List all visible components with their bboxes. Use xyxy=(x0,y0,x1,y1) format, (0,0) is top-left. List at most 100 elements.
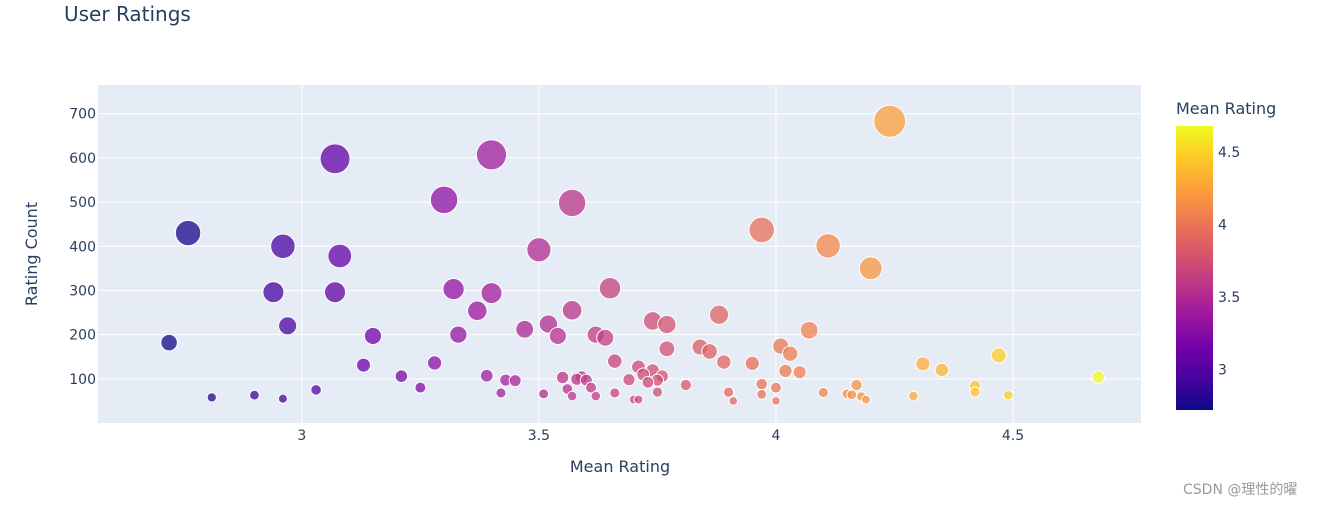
colorbar-tick-label: 4.5 xyxy=(1218,145,1240,161)
data-point[interactable] xyxy=(915,356,931,372)
data-point[interactable] xyxy=(262,281,285,304)
data-point[interactable] xyxy=(557,188,587,218)
y-tick-label: 200 xyxy=(69,328,96,344)
data-point[interactable] xyxy=(708,304,730,325)
watermark: CSDN @理性的曜 xyxy=(1183,482,1298,498)
data-point[interactable] xyxy=(1091,370,1106,384)
data-point[interactable] xyxy=(566,390,578,402)
data-point[interactable] xyxy=(769,381,782,394)
data-point[interactable] xyxy=(555,370,570,385)
data-point[interactable] xyxy=(590,390,602,402)
data-point[interactable] xyxy=(442,277,465,301)
data-point[interactable] xyxy=(744,355,760,371)
data-point[interactable] xyxy=(449,325,468,344)
y-tick-label: 300 xyxy=(69,283,96,299)
data-point[interactable] xyxy=(480,282,503,305)
data-point[interactable] xyxy=(651,386,664,398)
data-point[interactable] xyxy=(277,393,288,404)
data-point[interactable] xyxy=(479,368,494,383)
data-point[interactable] xyxy=(658,340,676,358)
data-point[interactable] xyxy=(990,347,1007,364)
data-point[interactable] xyxy=(778,363,793,379)
data-point[interactable] xyxy=(355,357,372,373)
data-point[interactable] xyxy=(495,387,507,399)
data-point[interactable] xyxy=(934,362,950,378)
data-point[interactable] xyxy=(319,143,351,175)
y-tick-labels: 100 200 300 400 500 600 700 xyxy=(69,107,96,388)
data-point[interactable] xyxy=(475,139,508,171)
data-point[interactable] xyxy=(324,281,347,304)
data-point[interactable] xyxy=(270,233,296,260)
data-point[interactable] xyxy=(748,216,776,244)
data-point[interactable] xyxy=(633,394,644,405)
data-point[interactable] xyxy=(327,243,353,269)
data-point[interactable] xyxy=(679,378,693,392)
data-point[interactable] xyxy=(515,319,535,339)
data-point[interactable] xyxy=(467,300,488,322)
data-point[interactable] xyxy=(538,388,550,400)
data-point[interactable] xyxy=(206,392,217,403)
data-point[interactable] xyxy=(526,237,552,263)
data-point[interactable] xyxy=(716,354,732,370)
data-point[interactable] xyxy=(622,373,636,387)
data-point[interactable] xyxy=(429,185,459,215)
data-points xyxy=(160,104,1106,406)
data-point[interactable] xyxy=(426,355,443,371)
data-point[interactable] xyxy=(561,300,583,321)
data-point[interactable] xyxy=(850,378,863,392)
data-point[interactable] xyxy=(861,394,871,405)
data-point[interactable] xyxy=(508,374,522,388)
x-tick-label: 4 xyxy=(771,428,780,444)
plot-background xyxy=(98,85,1141,423)
data-point[interactable] xyxy=(873,104,907,138)
data-point[interactable] xyxy=(858,256,883,281)
data-point[interactable] xyxy=(249,389,260,401)
chart-title: User Ratings xyxy=(64,2,191,26)
x-axis-label: Mean Rating xyxy=(570,457,670,476)
data-point[interactable] xyxy=(969,386,981,398)
data-point[interactable] xyxy=(792,365,807,380)
data-point[interactable] xyxy=(846,389,858,401)
data-point[interactable] xyxy=(394,369,409,383)
data-point[interactable] xyxy=(598,277,622,300)
y-tick-label: 500 xyxy=(69,195,96,211)
data-point[interactable] xyxy=(728,396,739,406)
data-point[interactable] xyxy=(414,381,427,394)
x-tick-label: 4.5 xyxy=(1002,428,1024,444)
y-tick-label: 100 xyxy=(69,372,96,388)
data-point[interactable] xyxy=(799,320,819,340)
colorbar-tick-labels: 3 3.5 4 4.5 xyxy=(1218,145,1240,378)
data-point[interactable] xyxy=(160,333,178,352)
data-point[interactable] xyxy=(756,388,768,400)
data-point[interactable] xyxy=(363,326,383,346)
data-point[interactable] xyxy=(755,377,768,391)
y-axis-label: Rating Count xyxy=(22,202,41,306)
x-tick-labels: 3 3.5 4 4.5 xyxy=(297,428,1024,444)
data-point[interactable] xyxy=(310,384,322,396)
data-point[interactable] xyxy=(908,390,919,402)
x-tick-label: 3 xyxy=(297,428,306,444)
colorbar-tick-label: 4 xyxy=(1218,218,1227,234)
y-tick-label: 400 xyxy=(69,239,96,255)
colorbar xyxy=(1176,126,1213,410)
data-point[interactable] xyxy=(817,386,829,399)
data-point[interactable] xyxy=(771,396,781,406)
data-point[interactable] xyxy=(596,328,615,347)
data-point[interactable] xyxy=(609,387,621,399)
data-point[interactable] xyxy=(815,233,841,259)
data-point[interactable] xyxy=(641,375,655,389)
data-point[interactable] xyxy=(657,314,677,335)
data-point[interactable] xyxy=(278,316,298,336)
data-point[interactable] xyxy=(548,326,567,346)
data-point[interactable] xyxy=(722,386,735,398)
y-tick-label: 700 xyxy=(69,107,96,123)
data-point[interactable] xyxy=(607,353,623,369)
data-point[interactable] xyxy=(782,345,799,362)
data-point[interactable] xyxy=(585,381,598,394)
data-point[interactable] xyxy=(701,343,718,360)
colorbar-tick-label: 3 xyxy=(1218,362,1227,378)
x-tick-label: 3.5 xyxy=(528,428,550,444)
data-point[interactable] xyxy=(1002,389,1014,401)
data-point[interactable] xyxy=(174,219,202,247)
